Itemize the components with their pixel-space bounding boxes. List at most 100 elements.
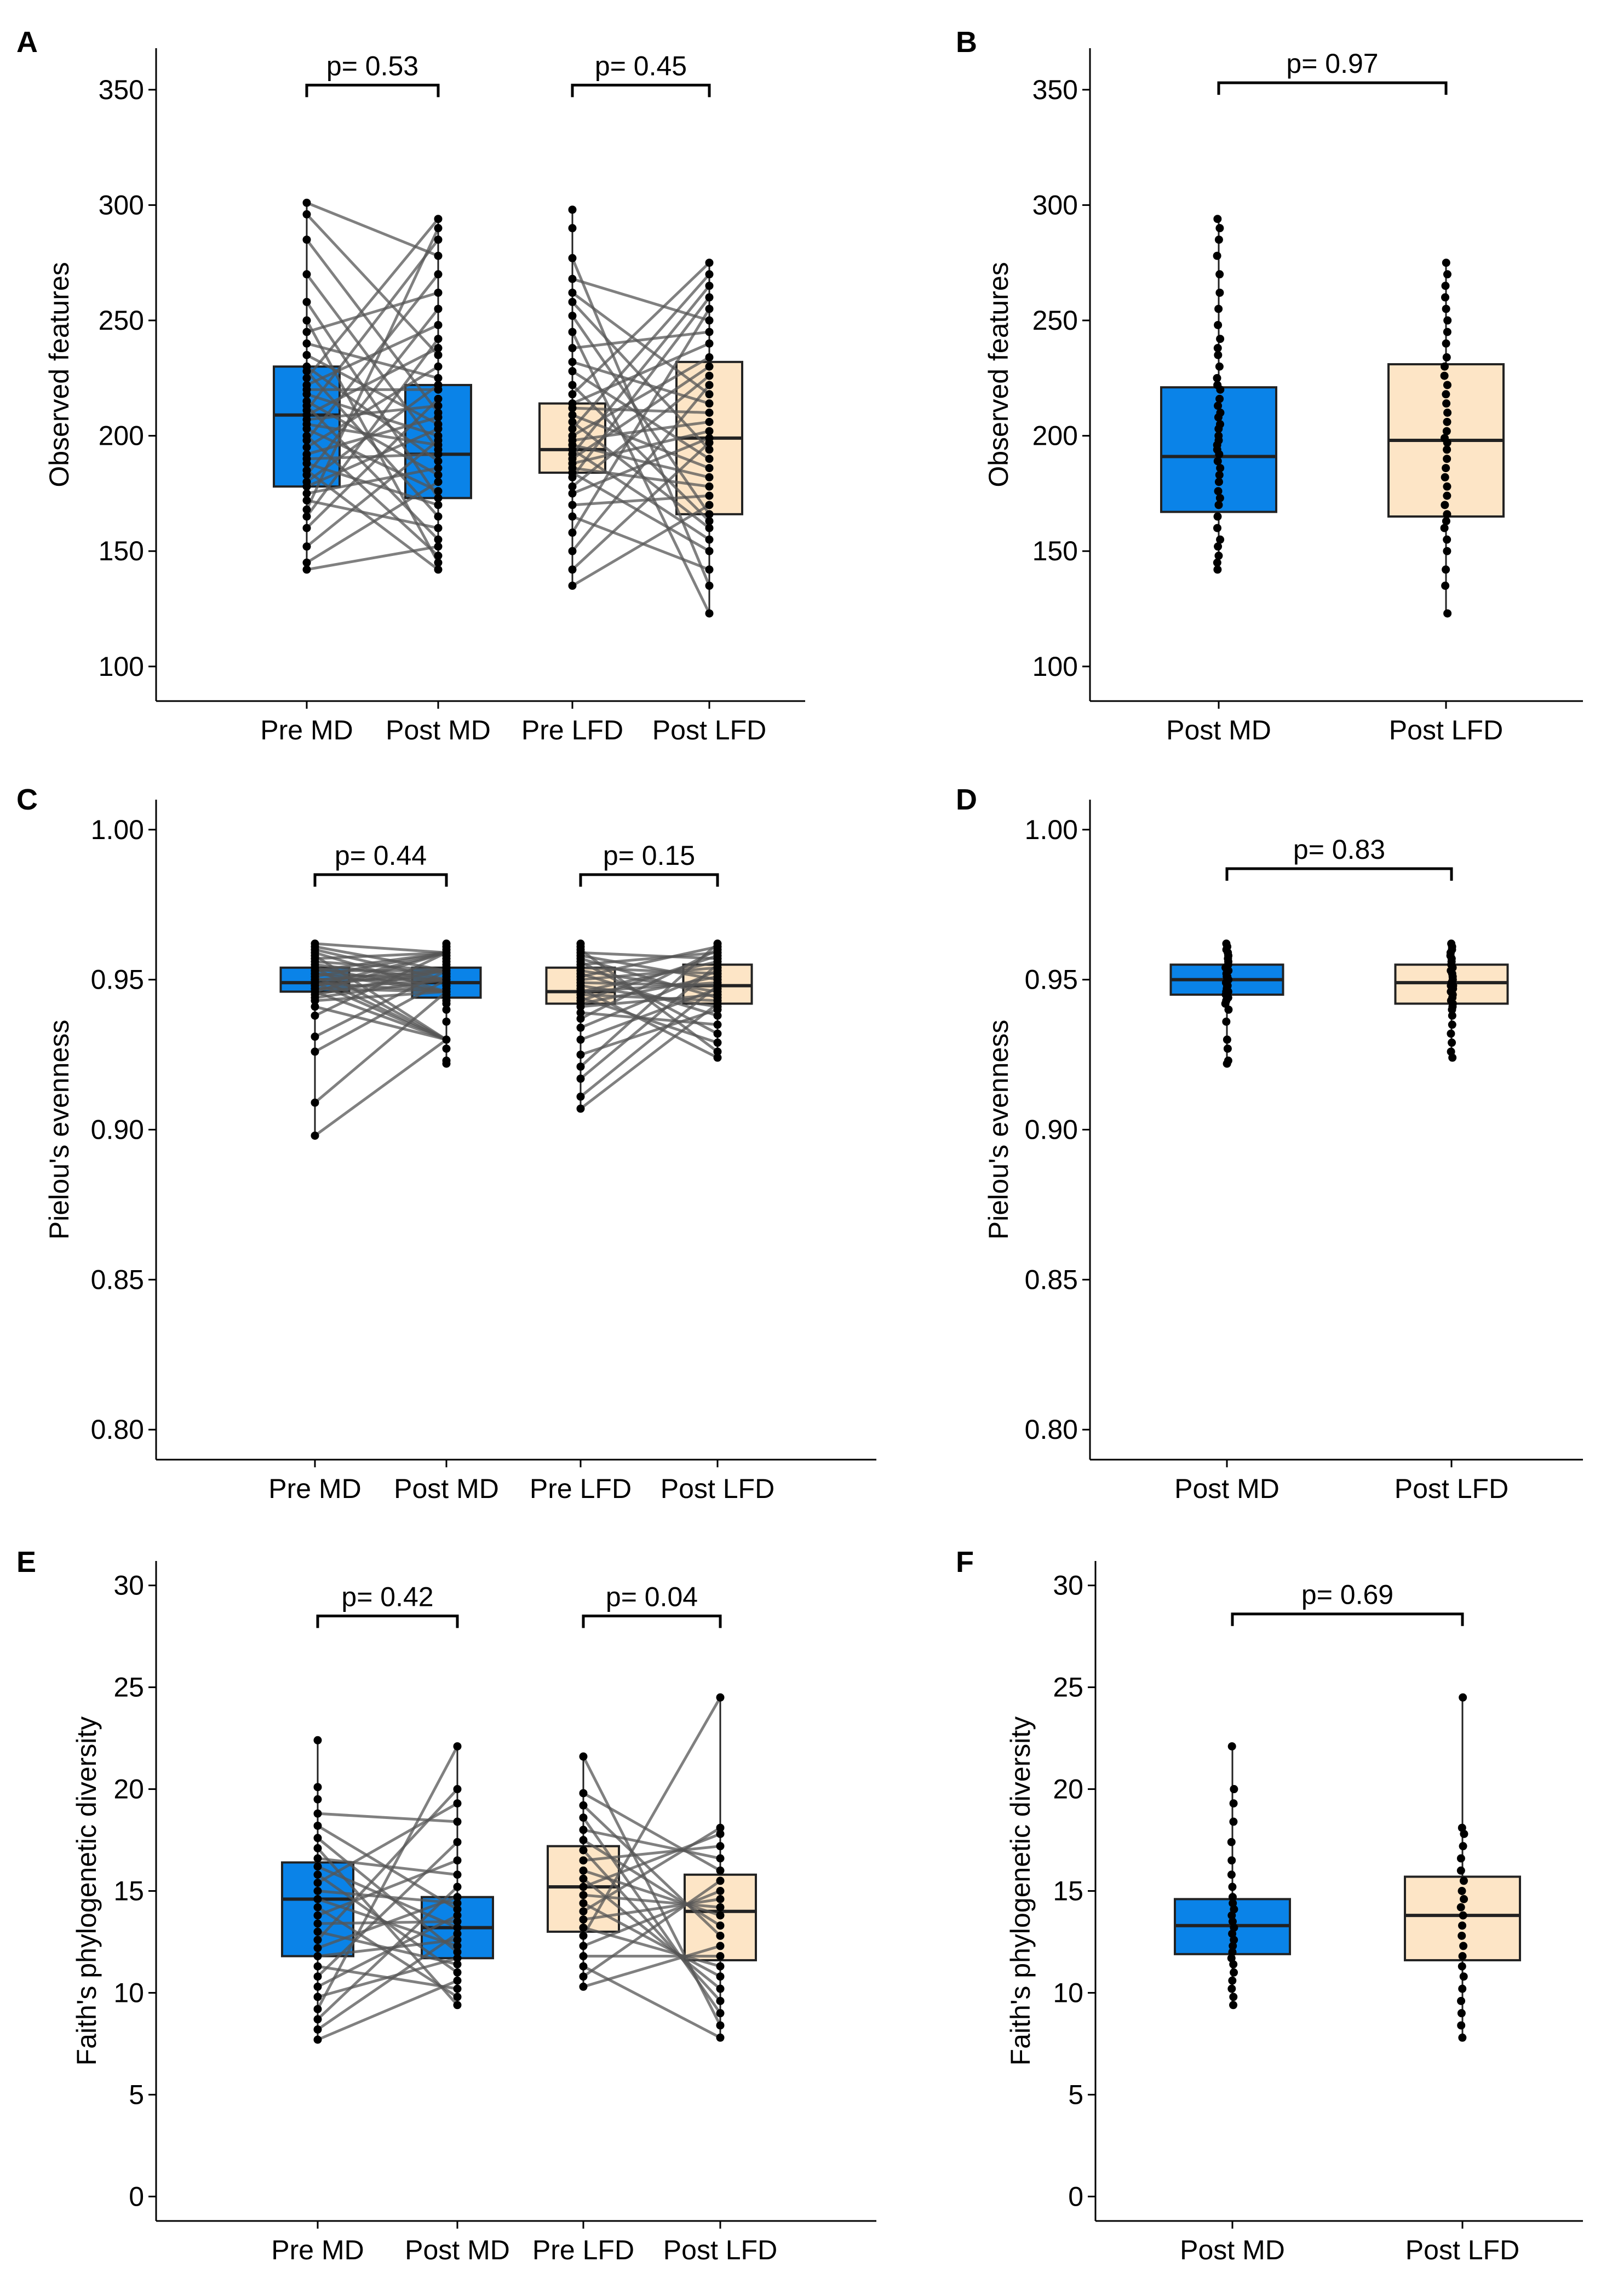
data-point	[568, 432, 577, 440]
paired-line	[314, 972, 447, 981]
bracket-line	[1231, 1612, 1464, 1626]
data-point	[576, 1062, 585, 1071]
paired-line	[314, 990, 447, 1041]
data-point	[1227, 1742, 1236, 1750]
data-point	[568, 482, 577, 491]
data-point	[568, 399, 577, 408]
data-point	[434, 565, 443, 574]
data-point	[442, 1057, 451, 1065]
paired-line	[583, 1926, 721, 1968]
data-point	[568, 565, 577, 574]
data-point	[716, 2033, 725, 2042]
data-point	[313, 1834, 322, 1842]
data-point	[579, 1952, 588, 1961]
data-point	[453, 1899, 462, 1908]
data-point	[453, 1976, 462, 1985]
data-point	[313, 1895, 322, 1903]
data-point	[313, 1972, 322, 1981]
data-point	[453, 1856, 462, 1865]
data-point	[453, 1968, 462, 1977]
data-point	[302, 443, 311, 452]
p-value-label: p= 0.04	[606, 1581, 698, 1612]
data-point	[1443, 408, 1452, 417]
data-point	[434, 457, 443, 466]
paired-line	[314, 945, 447, 972]
data-point	[579, 1923, 588, 1932]
data-point	[568, 501, 577, 509]
data-point	[1213, 374, 1221, 382]
data-point	[568, 274, 577, 283]
data-point	[568, 547, 577, 555]
data-point	[1442, 464, 1450, 473]
y-tick-label: 100	[99, 651, 144, 682]
y-tick-label: 10	[113, 1977, 144, 2008]
data-point	[313, 1795, 322, 1804]
data-point	[302, 450, 311, 458]
paired-line	[583, 1944, 721, 1988]
paired-line	[317, 1979, 458, 2041]
y-tick-label: 5	[129, 2079, 144, 2110]
data-point	[302, 505, 311, 514]
data-point	[442, 1035, 451, 1044]
data-point	[716, 1854, 725, 1863]
data-point	[716, 1693, 725, 1702]
y-tick-label: 0.85	[91, 1264, 144, 1295]
y-tick-label: 30	[1053, 1570, 1083, 1601]
data-point	[434, 394, 443, 403]
data-point	[1457, 2021, 1466, 2030]
data-point	[576, 1008, 585, 1017]
data-point	[311, 1032, 319, 1041]
data-point	[313, 1911, 322, 1920]
data-point	[434, 401, 443, 410]
data-point	[1223, 1044, 1232, 1053]
data-point	[716, 1887, 725, 1895]
y-tick-label: 25	[1053, 1672, 1083, 1703]
data-point	[576, 1035, 585, 1044]
data-point	[705, 482, 714, 491]
paired-line	[571, 296, 710, 478]
paired-line	[582, 1839, 721, 1927]
data-point	[1459, 1972, 1468, 1981]
points-post-lfd	[1456, 1693, 1468, 2042]
data-point	[1214, 401, 1223, 410]
x-category-label: Post LFD	[652, 715, 766, 745]
bracket-line	[1217, 81, 1448, 95]
paired-line	[572, 515, 710, 571]
data-point	[1442, 565, 1450, 574]
data-point	[313, 1982, 322, 1991]
paired-line	[572, 414, 710, 469]
paired-line	[572, 429, 710, 465]
data-point	[1443, 455, 1451, 463]
y-tick-label: 0.95	[91, 965, 144, 995]
paired-line	[582, 1849, 721, 2002]
data-point	[1460, 1895, 1468, 1903]
points-post-md	[1221, 939, 1233, 1068]
data-point	[568, 512, 577, 521]
data-point	[713, 1011, 722, 1020]
bracket-line	[316, 1614, 459, 1628]
paired-line	[306, 213, 439, 356]
data-point	[453, 1993, 462, 2001]
data-point	[579, 1972, 588, 1981]
data-point	[568, 288, 577, 297]
paired-line	[571, 261, 710, 395]
data-point	[1459, 1876, 1468, 1885]
data-point	[434, 320, 443, 329]
data-point	[713, 1029, 722, 1038]
y-tick-label: 10	[1053, 1977, 1083, 2008]
data-point	[434, 420, 443, 429]
data-point	[1214, 351, 1223, 359]
p-value-label: p= 0.42	[341, 1581, 433, 1612]
paired-line	[316, 1746, 459, 2010]
paired-line	[306, 545, 439, 571]
data-point	[434, 305, 443, 313]
paired-line	[317, 1788, 458, 1941]
data-point	[716, 1972, 725, 1981]
data-point	[1441, 473, 1449, 481]
data-point	[1229, 1942, 1237, 1950]
paired-line	[317, 1906, 458, 1998]
data-point	[705, 445, 714, 454]
p-value-label: p= 0.44	[335, 840, 427, 871]
data-point	[1440, 434, 1449, 443]
